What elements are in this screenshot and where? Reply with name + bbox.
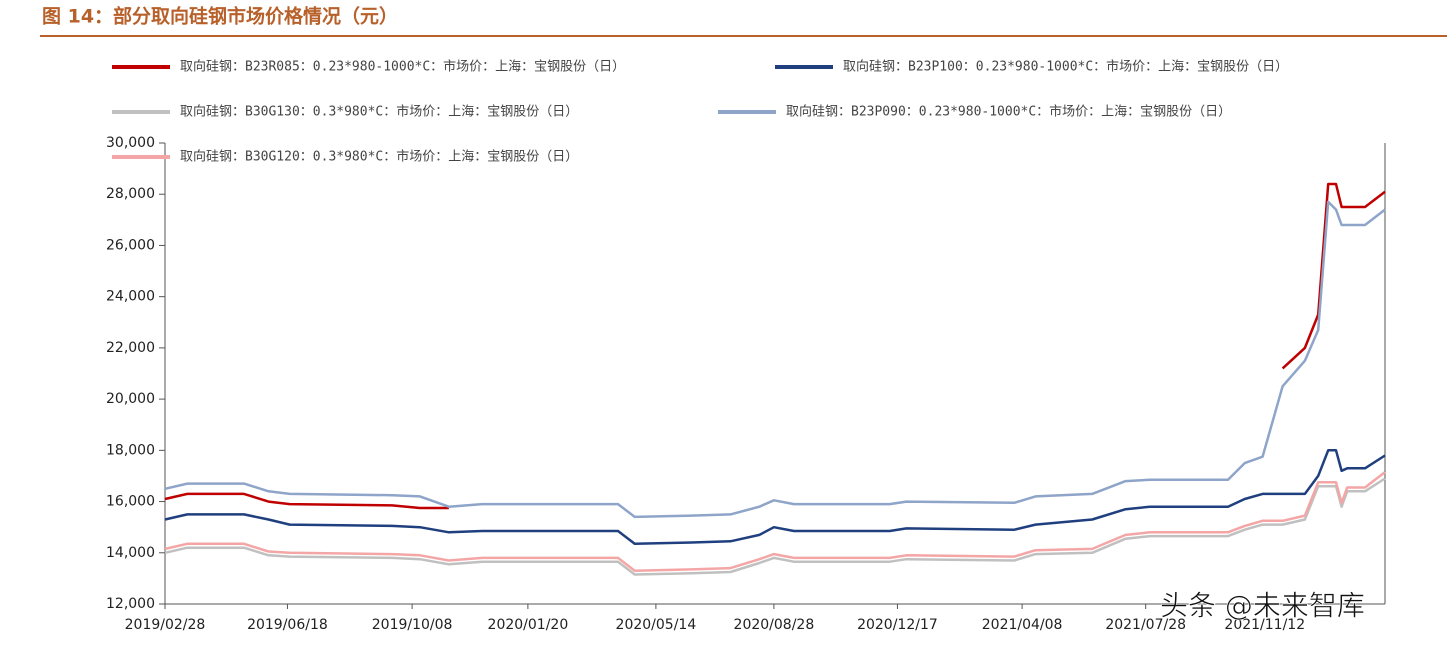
legend-label: 取向硅钢：B23P090：0.23*980-1000*C：市场价：上海：宝钢股份…	[786, 104, 1231, 120]
series-line	[164, 477, 1386, 576]
y-tick-label: 16,000	[106, 494, 155, 510]
series-line	[164, 449, 1386, 546]
x-tick-label: 2020/08/28	[734, 617, 815, 633]
x-tick-label: 2020/01/20	[488, 617, 569, 633]
x-tick-label: 2021/07/28	[1105, 617, 1186, 633]
y-tick-label: 30,000	[106, 135, 155, 151]
chart-title: 图 14：部分取向硅钢市场价格情况（元）	[42, 5, 398, 28]
y-tick-label: 22,000	[106, 340, 155, 356]
legend-label: 取向硅钢：B23P100：0.23*980-1000*C：市场价：上海：宝钢股份…	[843, 59, 1288, 75]
x-tick-label: 2019/06/18	[247, 617, 328, 633]
y-tick-label: 28,000	[106, 186, 155, 202]
y-tick-label: 20,000	[106, 391, 155, 407]
y-tick-label: 24,000	[106, 289, 155, 305]
series-line	[164, 471, 1386, 572]
series-line	[164, 200, 1386, 519]
x-tick-label: 2021/04/08	[982, 617, 1063, 633]
x-tick-label: 2019/10/08	[372, 617, 453, 633]
legend-label: 取向硅钢：B30G120：0.3*980*C：市场价：上海：宝钢股份（日）	[180, 149, 578, 165]
y-tick-label: 14,000	[106, 545, 155, 561]
legend-label: 取向硅钢：B23R085：0.23*980-1000*C：市场价：上海：宝钢股份…	[180, 59, 625, 75]
x-tick-label: 2020/12/17	[857, 617, 938, 633]
legend-label: 取向硅钢：B30G130：0.3*980*C：市场价：上海：宝钢股份（日）	[180, 104, 578, 120]
y-tick-label: 26,000	[106, 237, 155, 253]
x-tick-label: 2020/05/14	[616, 617, 697, 633]
y-tick-label: 12,000	[106, 596, 155, 612]
series-line	[164, 182, 1386, 510]
x-tick-label: 2021/11/12	[1224, 617, 1305, 633]
y-tick-label: 18,000	[106, 442, 155, 458]
x-tick-label: 2019/02/28	[125, 617, 206, 633]
watermark: 头条 @未来智库	[1160, 589, 1365, 622]
